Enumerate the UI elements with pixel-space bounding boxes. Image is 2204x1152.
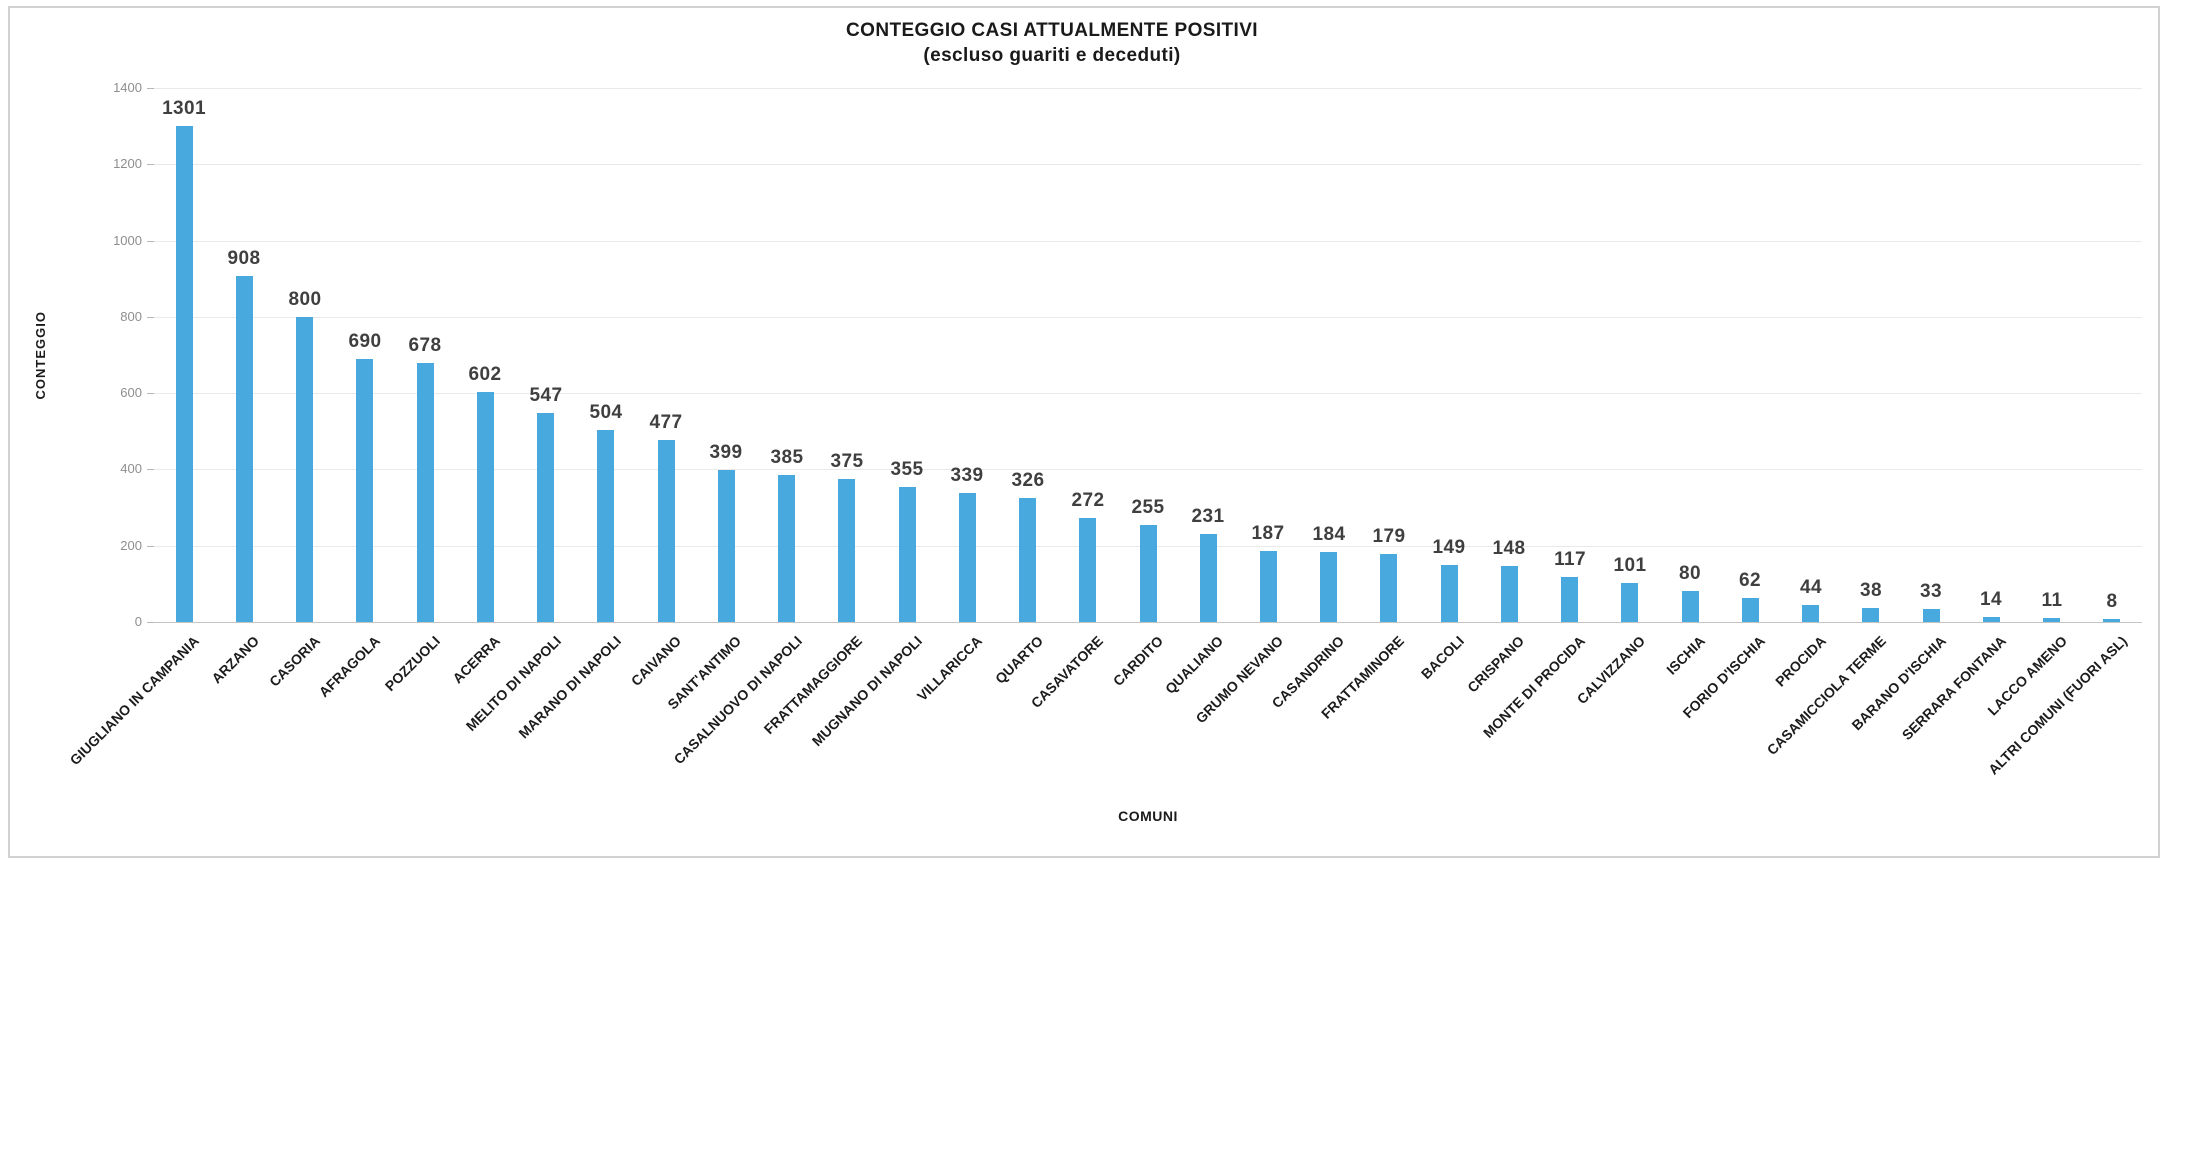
bar-value-label: 355 xyxy=(890,459,924,480)
bar xyxy=(1621,583,1638,622)
bar xyxy=(1501,566,1518,622)
bar-value-label: 8 xyxy=(2106,591,2118,612)
bar-value-label: 375 xyxy=(830,451,864,472)
bar-value-label: 477 xyxy=(649,412,683,433)
bar-value-label: 62 xyxy=(1739,570,1761,591)
bar-value-label: 148 xyxy=(1492,538,1526,559)
bar xyxy=(477,392,494,622)
y-tick-label: 600 xyxy=(120,385,142,400)
gridline xyxy=(154,393,2142,394)
bar xyxy=(778,475,795,622)
gridline xyxy=(154,469,2142,470)
bar-value-label: 504 xyxy=(589,402,623,423)
bar-value-label: 602 xyxy=(468,364,502,385)
gridline xyxy=(154,317,2142,318)
bar-value-label: 33 xyxy=(1920,581,1942,602)
bar-value-label: 399 xyxy=(709,442,743,463)
bar xyxy=(356,359,373,622)
bar-value-label: 255 xyxy=(1131,497,1165,518)
chart-title-line2: (escluso guariti e deceduti) xyxy=(923,45,1181,67)
bar-value-label: 187 xyxy=(1251,523,1285,544)
gridline xyxy=(154,164,2142,165)
bar-value-label: 149 xyxy=(1432,537,1466,558)
bar-value-label: 184 xyxy=(1312,524,1346,545)
bar xyxy=(176,126,193,622)
bar xyxy=(1441,565,1458,622)
bar-value-label: 908 xyxy=(227,248,261,269)
bar xyxy=(838,479,855,622)
chart-container: CONTEGGIO CASI ATTUALMENTE POSITIVI (esc… xyxy=(8,6,2160,858)
y-tick-label: 800 xyxy=(120,309,142,324)
y-axis-tick xyxy=(147,393,154,394)
bar-value-label: 179 xyxy=(1372,526,1406,547)
bar xyxy=(1079,518,1096,622)
bar xyxy=(236,276,253,622)
y-tick-label: 1200 xyxy=(113,156,142,171)
gridline xyxy=(154,622,2142,623)
x-axis-title: COMUNI xyxy=(1118,808,1178,824)
bar xyxy=(1260,551,1277,622)
bar xyxy=(899,487,916,622)
y-axis-tick xyxy=(147,469,154,470)
bar xyxy=(2043,618,2060,622)
bar xyxy=(959,493,976,622)
bar xyxy=(296,317,313,622)
y-axis-tick xyxy=(147,88,154,89)
bar xyxy=(1682,591,1699,622)
bar xyxy=(537,413,554,622)
bar-value-label: 11 xyxy=(2041,590,2063,611)
bar-value-label: 339 xyxy=(950,465,984,486)
bar xyxy=(597,430,614,622)
bar-value-label: 80 xyxy=(1679,563,1701,584)
y-tick-label: 1400 xyxy=(113,80,142,95)
bar xyxy=(2103,619,2120,622)
chart-title: CONTEGGIO CASI ATTUALMENTE POSITIVI (esc… xyxy=(846,18,1258,68)
bar-value-label: 101 xyxy=(1613,555,1647,576)
bar xyxy=(1200,534,1217,622)
bar-value-label: 272 xyxy=(1071,490,1105,511)
bar xyxy=(1862,608,1879,622)
bar-value-label: 690 xyxy=(348,331,382,352)
bar xyxy=(1923,609,1940,622)
bar-value-label: 44 xyxy=(1800,577,1822,598)
bar-value-label: 117 xyxy=(1554,549,1586,570)
bar xyxy=(1802,605,1819,622)
y-axis-tick xyxy=(147,546,154,547)
bar xyxy=(1561,577,1578,622)
y-axis-title: CONTEGGIO xyxy=(32,310,48,400)
bar xyxy=(1380,554,1397,622)
y-tick-label: 200 xyxy=(120,538,142,553)
gridline xyxy=(154,88,2142,89)
bar xyxy=(1742,598,1759,622)
gridline xyxy=(154,241,2142,242)
bar-value-label: 326 xyxy=(1011,470,1045,491)
bar-value-label: 800 xyxy=(288,289,322,310)
bar-value-label: 38 xyxy=(1860,580,1882,601)
bar xyxy=(658,440,675,622)
bar-value-label: 678 xyxy=(408,335,442,356)
y-tick-label: 0 xyxy=(134,614,142,629)
bar-value-label: 231 xyxy=(1191,506,1225,527)
bar xyxy=(417,363,434,622)
bar-value-label: 547 xyxy=(529,385,563,406)
bar xyxy=(1019,498,1036,622)
bar xyxy=(1320,552,1337,622)
y-tick-label: 1000 xyxy=(113,233,142,248)
y-axis-tick xyxy=(147,622,154,623)
bar-value-label: 385 xyxy=(770,447,804,468)
y-axis-tick xyxy=(147,164,154,165)
bar-value-label: 14 xyxy=(1980,589,2002,610)
bar xyxy=(1983,617,2000,622)
y-tick-label: 400 xyxy=(120,461,142,476)
bar xyxy=(1140,525,1157,622)
chart-title-line1: CONTEGGIO CASI ATTUALMENTE POSITIVI xyxy=(846,20,1258,41)
bar-value-label: 1301 xyxy=(162,98,206,119)
y-axis-tick xyxy=(147,241,154,242)
bar xyxy=(718,470,735,622)
y-axis-tick xyxy=(147,317,154,318)
